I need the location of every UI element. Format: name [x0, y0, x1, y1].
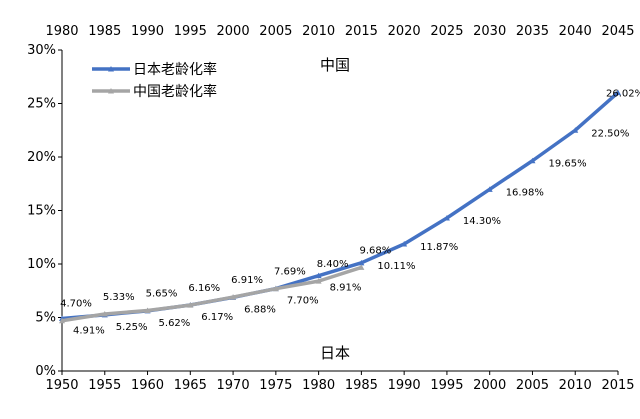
china-data-label: 9.68%	[359, 245, 391, 256]
x-bottom-tick-label: 1970	[217, 378, 250, 393]
y-tick-label: 25%	[27, 97, 56, 112]
japan-point	[486, 186, 493, 192]
japan-point	[529, 157, 536, 164]
china-point	[315, 278, 322, 284]
x-top-tick-label: 2000	[217, 24, 250, 39]
series-lines	[59, 89, 621, 324]
x-top-tick-label: 2015	[345, 24, 378, 39]
x-bottom-tick-label: 1965	[174, 378, 207, 393]
tick-labels: 1950 1955 1960 1965 1970 1975 1980 1985 1990 1995…	[27, 24, 634, 393]
china-point	[187, 302, 194, 308]
china-data-label: 5.65%	[146, 289, 178, 300]
japan-data-label: 5.62%	[159, 318, 191, 329]
data-labels: 4.91% 5.25% 5.62% 6.17% 6.88% 7.70% 8.91% 10.11…	[60, 89, 640, 337]
x-bottom-tick-label: 1960	[131, 378, 164, 393]
japan-point	[572, 127, 579, 133]
x-bottom-tick-label: 2000	[473, 378, 506, 393]
x-top-tick-label: 2030	[473, 24, 506, 39]
x-top-tick-label: 2045	[601, 24, 634, 39]
x-bottom-tick-label: 1950	[45, 378, 78, 393]
x-bottom-tick-label: 1990	[388, 378, 421, 393]
japan-data-label: 6.17%	[201, 312, 233, 323]
china-point	[59, 317, 65, 324]
china-point	[230, 294, 237, 300]
china-point	[358, 264, 365, 270]
x-top-tick-label: 1980	[45, 24, 78, 39]
china-data-label: 4.70%	[60, 299, 92, 310]
x-top-tick-label: 1990	[131, 24, 164, 39]
japan-point	[358, 259, 365, 266]
china-data-label: 6.16%	[188, 283, 220, 294]
china-line	[61, 265, 362, 323]
x-top-tick-label: 2010	[302, 24, 335, 39]
y-tick-label: 30%	[27, 43, 56, 58]
x-bottom-tick-label: 1955	[88, 378, 121, 393]
x-top-tick-label: 2025	[430, 24, 463, 39]
bottom-axis-annotation: 日本	[320, 344, 350, 362]
x-top-tick-label: 2035	[516, 24, 549, 39]
japan-data-label: 16.98%	[506, 187, 544, 198]
legend-label: 中国老龄化率	[133, 83, 217, 100]
japan-data-label: 26.02%	[606, 89, 640, 100]
top-axis-annotation: 中国	[320, 56, 350, 74]
x-bottom-tick-label: 1985	[345, 378, 378, 393]
y-tick-label: 20%	[27, 150, 56, 165]
china-point	[144, 307, 151, 314]
china-data-label: 8.40%	[317, 259, 349, 270]
x-top-tick-label: 1995	[174, 24, 207, 39]
japan-data-label: 7.70%	[287, 296, 319, 307]
japan-data-label: 14.30%	[463, 216, 501, 227]
x-bottom-tick-label: 2015	[601, 378, 634, 393]
china-point	[101, 310, 108, 317]
y-tick-label: 5%	[35, 311, 56, 326]
x-bottom-tick-label: 1995	[430, 378, 463, 393]
japan-point	[401, 240, 408, 247]
legend-swatch-marker	[108, 66, 114, 72]
china-data-label: 6.91%	[231, 275, 263, 286]
japan-data-label: 6.88%	[244, 304, 276, 315]
japan-point	[443, 214, 450, 221]
japan-data-label: 8.91%	[330, 283, 362, 294]
x-top-tick-label: 2020	[388, 24, 421, 39]
japan-data-label: 5.25%	[116, 322, 148, 333]
japan-data-label: 10.11%	[377, 261, 415, 272]
x-bottom-tick-label: 2005	[516, 378, 549, 393]
y-tick-label: 15%	[27, 204, 56, 219]
x-top-tick-label: 1985	[88, 24, 121, 39]
x-bottom-tick-label: 2010	[559, 378, 592, 393]
china-data-label: 7.69%	[274, 267, 306, 278]
japan-data-label: 4.91%	[73, 325, 105, 336]
china-point	[272, 285, 279, 292]
x-bottom-tick-label: 1980	[302, 378, 335, 393]
x-bottom-tick-label: 1975	[259, 378, 292, 393]
japan-data-label: 22.50%	[591, 128, 629, 139]
china-data-label: 5.33%	[103, 292, 135, 303]
japan-data-label: 19.65%	[548, 159, 586, 170]
japan-point	[615, 89, 621, 96]
legend-label: 日本老龄化率	[133, 61, 217, 78]
legend-swatch-marker	[108, 88, 114, 94]
y-tick-label: 0%	[35, 364, 56, 379]
japan-data-label: 11.87%	[420, 242, 458, 253]
y-tick-label: 10%	[27, 257, 56, 272]
japan-point	[315, 272, 322, 279]
x-top-tick-label: 2040	[559, 24, 592, 39]
x-top-tick-label: 2005	[259, 24, 292, 39]
